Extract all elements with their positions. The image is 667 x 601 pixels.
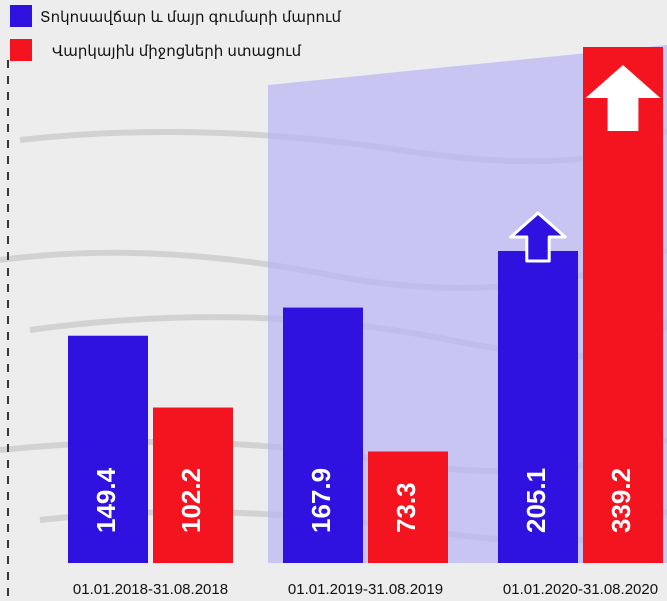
legend-label: Տոկոսավճար և մայր գումարի մարում	[40, 9, 341, 26]
legend-swatch	[10, 5, 32, 27]
value-label: 205.1	[521, 468, 551, 533]
bar	[68, 335, 148, 563]
legend-label: Վարկային միջոցների ստացում	[52, 43, 302, 60]
legend-swatch	[10, 39, 32, 61]
bar	[368, 451, 448, 563]
arrow	[585, 65, 661, 131]
value-label: 167.9	[306, 468, 336, 533]
value-label: 102.2	[176, 468, 206, 533]
x-tick-label: 01.01.2018-31.08.2018	[73, 581, 228, 598]
x-tick-label: 01.01.2020-31.08.2020	[503, 581, 658, 598]
bar	[498, 250, 578, 563]
bar	[283, 307, 363, 563]
x-tick-label: 01.01.2019-31.08.2019	[288, 581, 443, 598]
arrow	[509, 211, 567, 263]
value-label: 149.4	[91, 467, 121, 533]
value-label: 339.2	[606, 468, 636, 533]
value-label: 73.3	[391, 482, 421, 533]
bar	[583, 47, 663, 563]
bar	[153, 407, 233, 563]
